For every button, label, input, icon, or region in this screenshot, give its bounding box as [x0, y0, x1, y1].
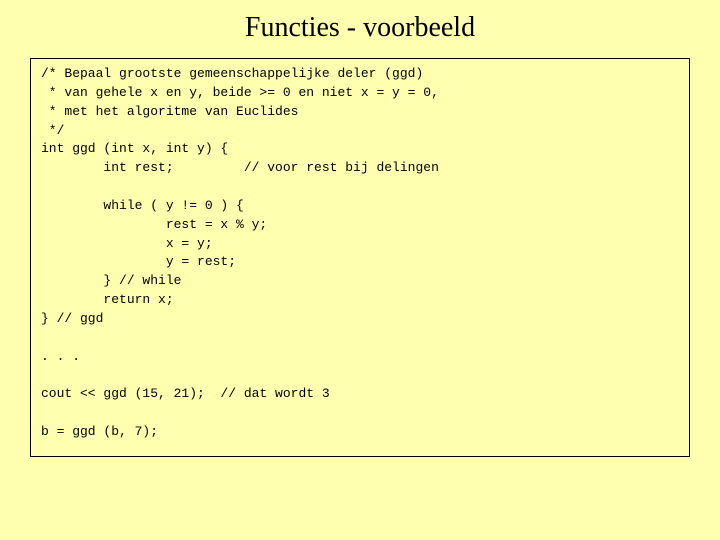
slide-title: Functies - voorbeeld [30, 12, 690, 44]
slide-container: Functies - voorbeeld /* Bepaal grootste … [0, 0, 720, 540]
code-block: /* Bepaal grootste gemeenschappelijke de… [30, 58, 690, 457]
